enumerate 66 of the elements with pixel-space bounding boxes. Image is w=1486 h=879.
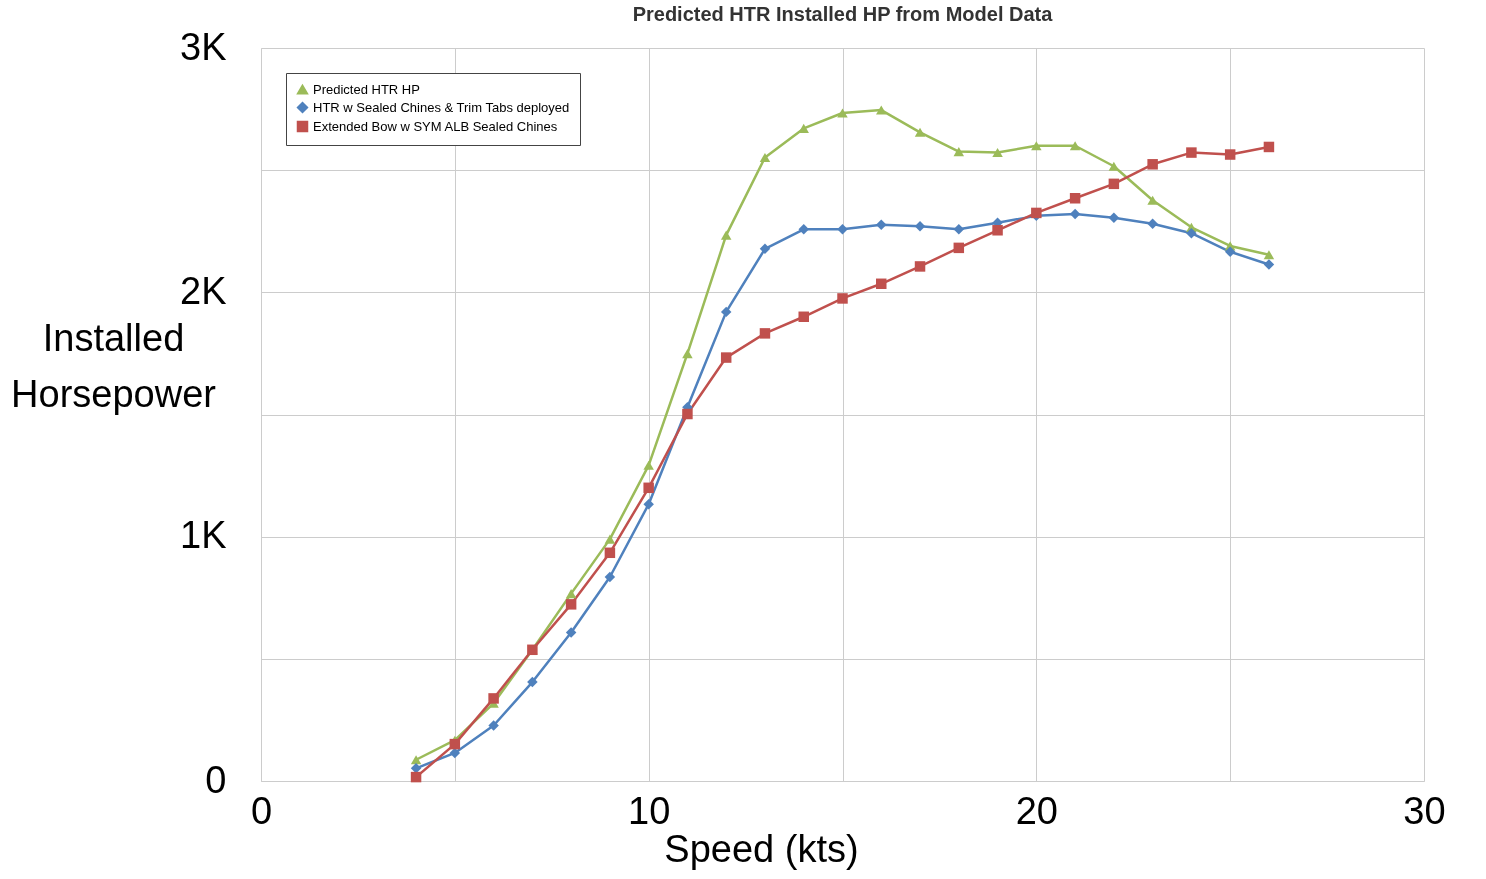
point [488, 693, 499, 704]
point [876, 105, 887, 115]
point [565, 589, 577, 599]
point [1224, 246, 1236, 258]
point [1108, 178, 1120, 190]
point [1069, 193, 1081, 204]
point [1031, 141, 1042, 151]
point [953, 147, 965, 157]
point [876, 278, 887, 290]
point [1147, 218, 1158, 229]
point [720, 352, 732, 363]
y-tick-label: 1K [180, 514, 227, 557]
x-tick-label: 0 [250, 789, 273, 832]
point [604, 571, 616, 583]
point [527, 676, 538, 688]
y-tick-label: 3K [180, 25, 227, 68]
point [488, 720, 499, 731]
point [1224, 149, 1236, 160]
y-tick-label: 2K [180, 269, 227, 312]
point [604, 547, 616, 559]
point [604, 534, 616, 544]
point [759, 152, 771, 162]
point [410, 771, 422, 783]
point [1147, 195, 1158, 205]
x-tick-label: 30 [1403, 789, 1446, 832]
point [759, 243, 771, 255]
point [1186, 147, 1197, 158]
x-tick-label: 20 [1015, 789, 1058, 832]
point [837, 108, 848, 118]
point [914, 127, 926, 137]
point [682, 408, 693, 420]
chart-title: Predicted HTR Installed HP from Model Data [632, 3, 1054, 25]
point [643, 498, 654, 510]
point [953, 224, 965, 235]
point [449, 738, 461, 750]
point [992, 225, 1003, 236]
legend-label: Predicted HTR HP [313, 81, 420, 97]
point [1263, 259, 1275, 270]
point [565, 599, 577, 610]
legend-label: Extended Bow w SYM ALB Sealed Chines [313, 118, 558, 134]
point [953, 242, 965, 254]
y-axis-title: Installed Horsepower [11, 316, 217, 415]
point [1263, 141, 1275, 153]
point [1069, 141, 1081, 151]
point [565, 627, 577, 638]
point [1147, 159, 1158, 170]
point [837, 224, 848, 235]
point [1263, 250, 1275, 260]
point [992, 148, 1003, 158]
point [837, 293, 848, 304]
point [1108, 212, 1120, 224]
point [643, 460, 654, 470]
point [720, 230, 732, 240]
legend-label: HTR w Sealed Chines & Trim Tabs deployed [313, 99, 570, 115]
point [759, 328, 771, 339]
y-tick-label: 0 [205, 758, 227, 801]
point [798, 224, 809, 235]
point [798, 311, 809, 323]
point [720, 306, 732, 318]
point [410, 755, 422, 765]
point [1186, 227, 1197, 239]
point [682, 349, 693, 359]
point [876, 219, 887, 230]
point [914, 221, 926, 232]
point [643, 482, 654, 494]
point [914, 261, 926, 272]
